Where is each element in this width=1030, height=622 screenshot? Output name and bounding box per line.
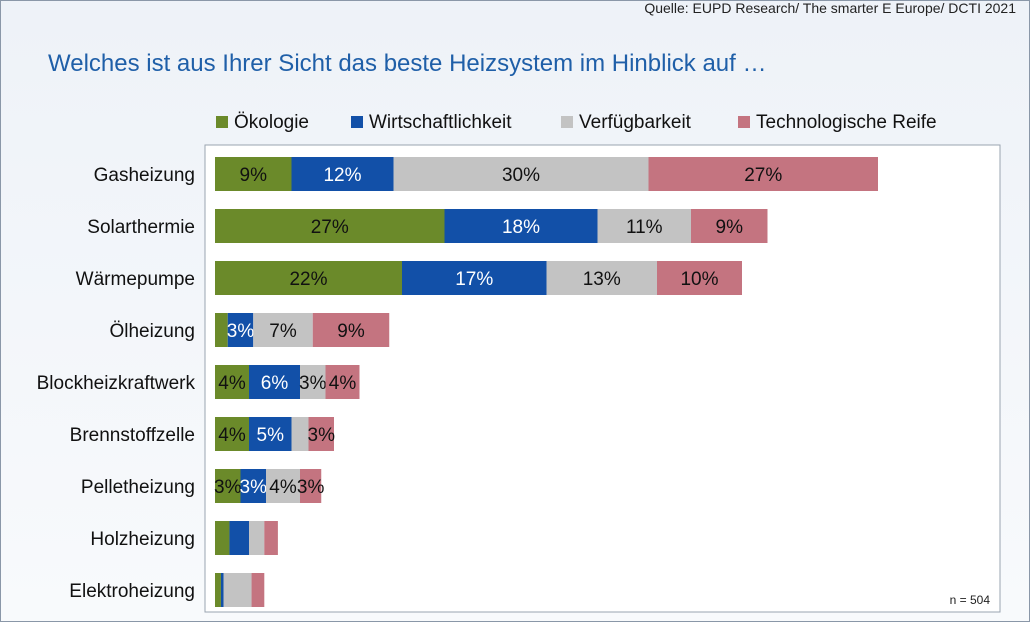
bar-segment — [657, 261, 742, 295]
data-label: 22% — [289, 269, 327, 290]
bar-segment — [220, 573, 224, 607]
data-label: 5% — [257, 425, 285, 446]
data-label: 7% — [269, 321, 297, 342]
sample-size-label: n = 504 — [950, 593, 991, 607]
category-label: Wärmepumpe — [76, 269, 195, 290]
bar-segment — [215, 313, 228, 347]
bar-segment — [691, 209, 768, 243]
bar-segment — [444, 209, 598, 243]
category-label: Holzheizung — [90, 529, 195, 550]
category-label: Elektroheizung — [69, 581, 195, 602]
bar-segment — [300, 365, 326, 399]
data-label: 10% — [680, 269, 718, 290]
data-label: 17% — [455, 269, 493, 290]
data-label: 18% — [502, 217, 540, 238]
bar-segment — [240, 469, 266, 503]
data-label: 3% — [297, 477, 325, 498]
data-label: 13% — [583, 269, 621, 290]
bar-segment — [393, 157, 649, 191]
data-label: 9% — [716, 217, 744, 238]
legend-label: Verfügbarkeit — [579, 112, 692, 133]
bar-segment — [215, 365, 249, 399]
data-label: 11% — [626, 217, 663, 238]
bar-segment — [253, 313, 313, 347]
source-note: Quelle: EUPD Research/ The smarter E Eur… — [644, 0, 1016, 16]
chart-title: Welches ist aus Ihrer Sicht das beste He… — [48, 50, 767, 77]
bar-segment — [308, 417, 334, 451]
data-label: 3% — [299, 373, 327, 394]
bar-segment — [215, 521, 230, 555]
legend-label: Wirtschaftlichkeit — [369, 112, 512, 133]
bar-segment — [249, 365, 300, 399]
bar-segment — [648, 157, 878, 191]
bar-segment — [215, 157, 292, 191]
data-label: 4% — [269, 477, 297, 498]
bar-segment — [546, 261, 657, 295]
bars: 9% 12% 30% 27% 27% 18% 11% 9% 22% 17% 13% 10% 3% 7% 9%… — [214, 157, 878, 607]
bar-segment — [215, 209, 445, 243]
data-label: 3% — [240, 477, 268, 498]
legend-label: Technologische Reife — [756, 112, 937, 133]
category-labels: Gasheizung Solarthermie Wärmepumpe Ölheizun… — [37, 165, 196, 602]
legend: Ökologie Wirtschaftlichkeit Verfügbarkeit T… — [216, 112, 937, 133]
legend-swatch — [351, 116, 363, 128]
bar-segment — [291, 157, 394, 191]
bar-segment — [597, 209, 691, 243]
data-label: 27% — [744, 165, 782, 186]
data-label: 3% — [308, 425, 336, 446]
data-label: 12% — [323, 165, 361, 186]
data-label: 6% — [261, 373, 289, 394]
data-label: 4% — [218, 373, 246, 394]
data-label: 30% — [502, 165, 540, 186]
bar-segment — [249, 417, 292, 451]
bar-segment — [215, 417, 249, 451]
category-label: Brennstoffzelle — [70, 425, 195, 446]
legend-label: Ökologie — [234, 112, 309, 133]
bar-segment — [402, 261, 547, 295]
bar-segment — [215, 261, 402, 295]
data-label: 4% — [329, 373, 357, 394]
bar-segment — [227, 313, 254, 347]
category-label: Pelletheizung — [81, 477, 195, 498]
bar-segment — [300, 469, 322, 503]
data-label: 27% — [311, 217, 349, 238]
bar-segment — [264, 521, 278, 555]
bar-segment — [215, 469, 241, 503]
data-label: 4% — [218, 425, 246, 446]
bar-segment — [312, 313, 390, 347]
category-label: Ölheizung — [109, 321, 195, 342]
category-label: Solarthermie — [87, 217, 195, 238]
category-label: Blockheizkraftwerk — [37, 373, 196, 394]
bar-segment — [291, 417, 309, 451]
legend-swatch — [738, 116, 750, 128]
legend-swatch — [216, 116, 228, 128]
bar-segment — [249, 521, 265, 555]
data-label: 3% — [214, 477, 242, 498]
bar-segment — [223, 573, 252, 607]
bar-segment — [229, 521, 249, 555]
bar-segment — [251, 573, 265, 607]
bar-segment — [325, 365, 360, 399]
bar-segment — [266, 469, 300, 503]
data-label: 3% — [227, 321, 255, 342]
category-label: Gasheizung — [94, 165, 195, 186]
data-label: 9% — [240, 165, 268, 186]
bar-segment — [215, 573, 221, 607]
legend-swatch — [561, 116, 573, 128]
data-label: 9% — [337, 321, 365, 342]
